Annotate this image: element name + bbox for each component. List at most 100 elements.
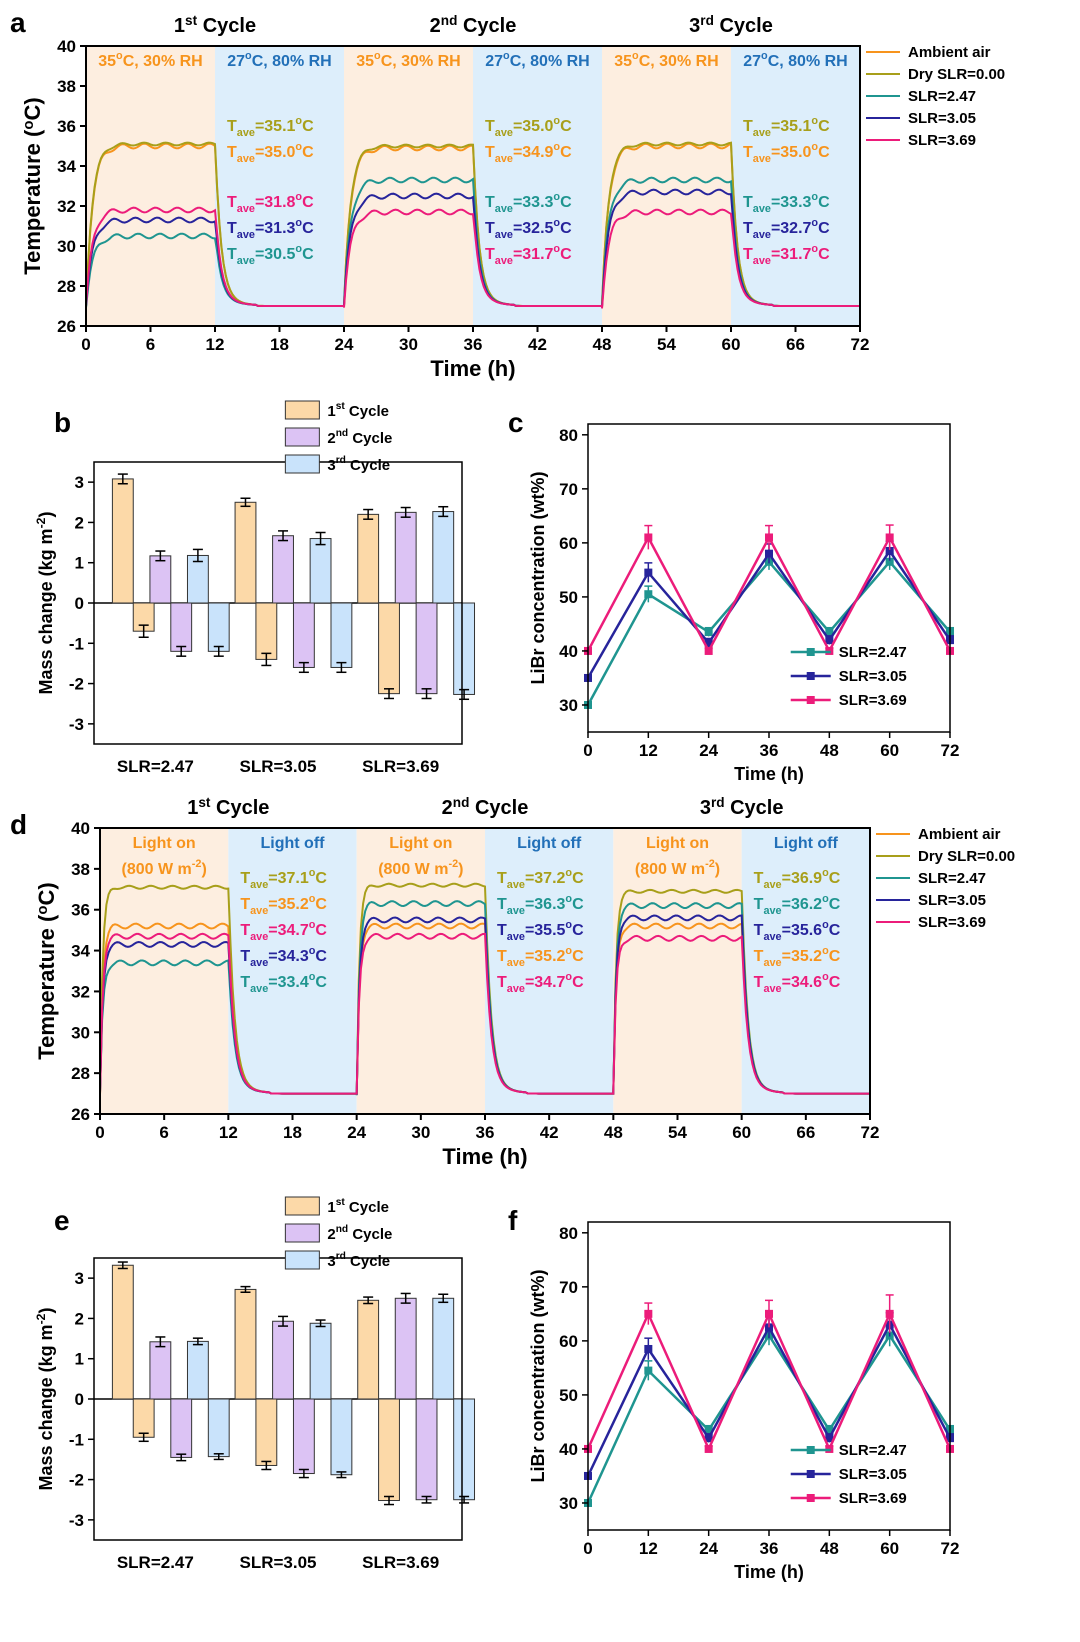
- band-label: Light on: [133, 835, 196, 852]
- y-tick-label: 0: [75, 1390, 84, 1409]
- x-tick-label: 12: [219, 1123, 238, 1142]
- bar-negative: [170, 602, 193, 652]
- legend-marker: [806, 672, 815, 680]
- category-label: SLR=3.05: [239, 757, 316, 776]
- x-tick-label: 24: [699, 741, 718, 760]
- tave-annotation: Tave​=35.6o​C: [754, 919, 841, 943]
- x-tick-label: 48: [820, 741, 839, 760]
- cycle-title: 1st​ Cycle: [174, 13, 256, 37]
- tave-annotation: Tave​=37.2o​C: [497, 867, 584, 891]
- series-line-slr369: [99, 932, 870, 1095]
- tave-annotation: Tave​=37.1o​C: [240, 867, 327, 891]
- x-tick-label: 30: [399, 335, 418, 354]
- data-point: [885, 1309, 894, 1318]
- x-tick-label: 66: [796, 1123, 815, 1142]
- panel-letter-b: b: [54, 407, 71, 438]
- x-axis-title: Time (h): [734, 764, 804, 784]
- tave-annotation: Tave​=32.7o​C: [743, 217, 830, 241]
- bar-negative: [132, 1398, 155, 1438]
- bar-positive: [186, 1340, 209, 1400]
- tave-annotation: Tave​=35.1o​C: [743, 115, 830, 139]
- legend-label: Dry SLR=0.00: [918, 848, 1015, 865]
- band-label: Light off: [774, 835, 839, 852]
- data-point: [704, 1434, 713, 1443]
- panel-letter-e: e: [54, 1205, 70, 1236]
- y-axis-title: LiBr concentration (wt%): [528, 1269, 548, 1482]
- y-tick-label: 32: [71, 982, 90, 1001]
- y-tick-label: 80: [559, 1224, 578, 1243]
- bar-negative: [255, 1398, 278, 1466]
- tave-annotation: Tave​=33.4o​C: [240, 971, 327, 995]
- x-tick-label: 42: [528, 335, 547, 354]
- tave-annotation: Tave​=33.3o​C: [743, 191, 830, 215]
- cool-band: [228, 828, 357, 1114]
- x-tick-label: 36: [476, 1123, 495, 1142]
- y-tick-label: 32: [57, 197, 76, 216]
- tave-annotation: Tave​=36.2o​C: [754, 893, 841, 917]
- y-tick-label: 40: [559, 642, 578, 661]
- x-axis-title: Time (h): [734, 1562, 804, 1582]
- legend-label: 2nd​ Cycle: [327, 428, 392, 447]
- y-tick-label: 50: [559, 588, 578, 607]
- y-tick-label: 30: [559, 696, 578, 715]
- cycle-title: 3rd​ Cycle: [700, 795, 784, 819]
- panel-letter-f: f: [508, 1205, 518, 1236]
- warm-band: [100, 828, 229, 1114]
- bar-negative: [415, 1398, 438, 1501]
- libr-concentration-chart-c: 0 12 24 36 48 60 72 30 40 50 60 70 80 Time (h) LiBr co…: [528, 423, 959, 784]
- bar-positive: [111, 478, 134, 604]
- y-tick-label: 50: [559, 1386, 578, 1405]
- tave-annotation: Tave​=35.0o​C: [743, 141, 830, 165]
- x-tick-label: 6: [146, 335, 155, 354]
- x-tick-label: 24: [335, 335, 354, 354]
- tave-annotation: Tave​=34.3o​C: [240, 945, 327, 969]
- y-tick-label: 38: [71, 860, 90, 879]
- band-label: 27o​C, 80% RH: [743, 50, 847, 70]
- data-point: [765, 533, 773, 542]
- data-point: [644, 1309, 653, 1318]
- x-tick-label: 60: [722, 335, 741, 354]
- data-point: [704, 1444, 713, 1453]
- legend-label: SLR=3.05: [839, 1466, 907, 1483]
- y-tick-label: -3: [69, 1511, 84, 1530]
- data-point: [825, 1434, 834, 1443]
- cycle-title: 2nd​ Cycle: [442, 795, 529, 819]
- x-tick-label: 24: [347, 1123, 366, 1142]
- warm-band: [356, 828, 485, 1114]
- legend-label: SLR=2.47: [839, 1442, 907, 1459]
- tave-annotation: Tave​=32.5o​C: [485, 217, 572, 241]
- band-label: Light off: [517, 835, 582, 852]
- y-tick-label: -2: [69, 1471, 84, 1490]
- x-tick-label: 48: [820, 1539, 839, 1558]
- x-tick-label: 36: [760, 741, 779, 760]
- y-tick-label: 28: [57, 277, 76, 296]
- series-line-dry: [85, 141, 860, 307]
- y-tick-label: 40: [71, 819, 90, 838]
- y-tick-label: 3: [75, 1269, 84, 1288]
- bar-positive: [272, 1320, 294, 1400]
- data-point: [704, 638, 713, 647]
- y-tick-label: 3: [75, 473, 84, 492]
- bar-negative: [453, 602, 476, 695]
- cool-band: [741, 828, 870, 1114]
- legend-label: SLR=3.69: [918, 914, 986, 931]
- x-tick-label: 54: [657, 335, 676, 354]
- temperature-chart-d: 1st​ Cycle 2nd​ Cycle 3rd​ Cycle Light on (8…: [34, 795, 1015, 1169]
- bar-positive: [309, 1322, 332, 1400]
- cycle-title: 2nd​ Cycle: [430, 13, 517, 37]
- bar-positive: [357, 513, 380, 604]
- x-tick-label: 12: [206, 335, 225, 354]
- legend-label: SLR=3.05: [918, 892, 986, 909]
- tave-annotation: Tave​=31.7o​C: [743, 243, 830, 267]
- category-label: SLR=3.05: [239, 1553, 316, 1572]
- tave-annotation: Tave​=34.7o​C: [497, 971, 584, 995]
- x-tick-label: 36: [464, 335, 483, 354]
- legend-swatch: [284, 1250, 320, 1270]
- libr-concentration-chart-f: 0 12 24 36 48 60 72 30 40 50 60 70 80 Time (h) LiBr co…: [528, 1221, 959, 1582]
- legend-label: Ambient air: [908, 44, 991, 61]
- y-tick-label: 40: [57, 37, 76, 56]
- data-point: [644, 568, 653, 577]
- tave-annotation: Tave​=31.8o​C: [227, 191, 314, 215]
- x-axis-title: Time (h): [442, 1144, 527, 1169]
- tave-annotation: Tave​=35.5o​C: [497, 919, 584, 943]
